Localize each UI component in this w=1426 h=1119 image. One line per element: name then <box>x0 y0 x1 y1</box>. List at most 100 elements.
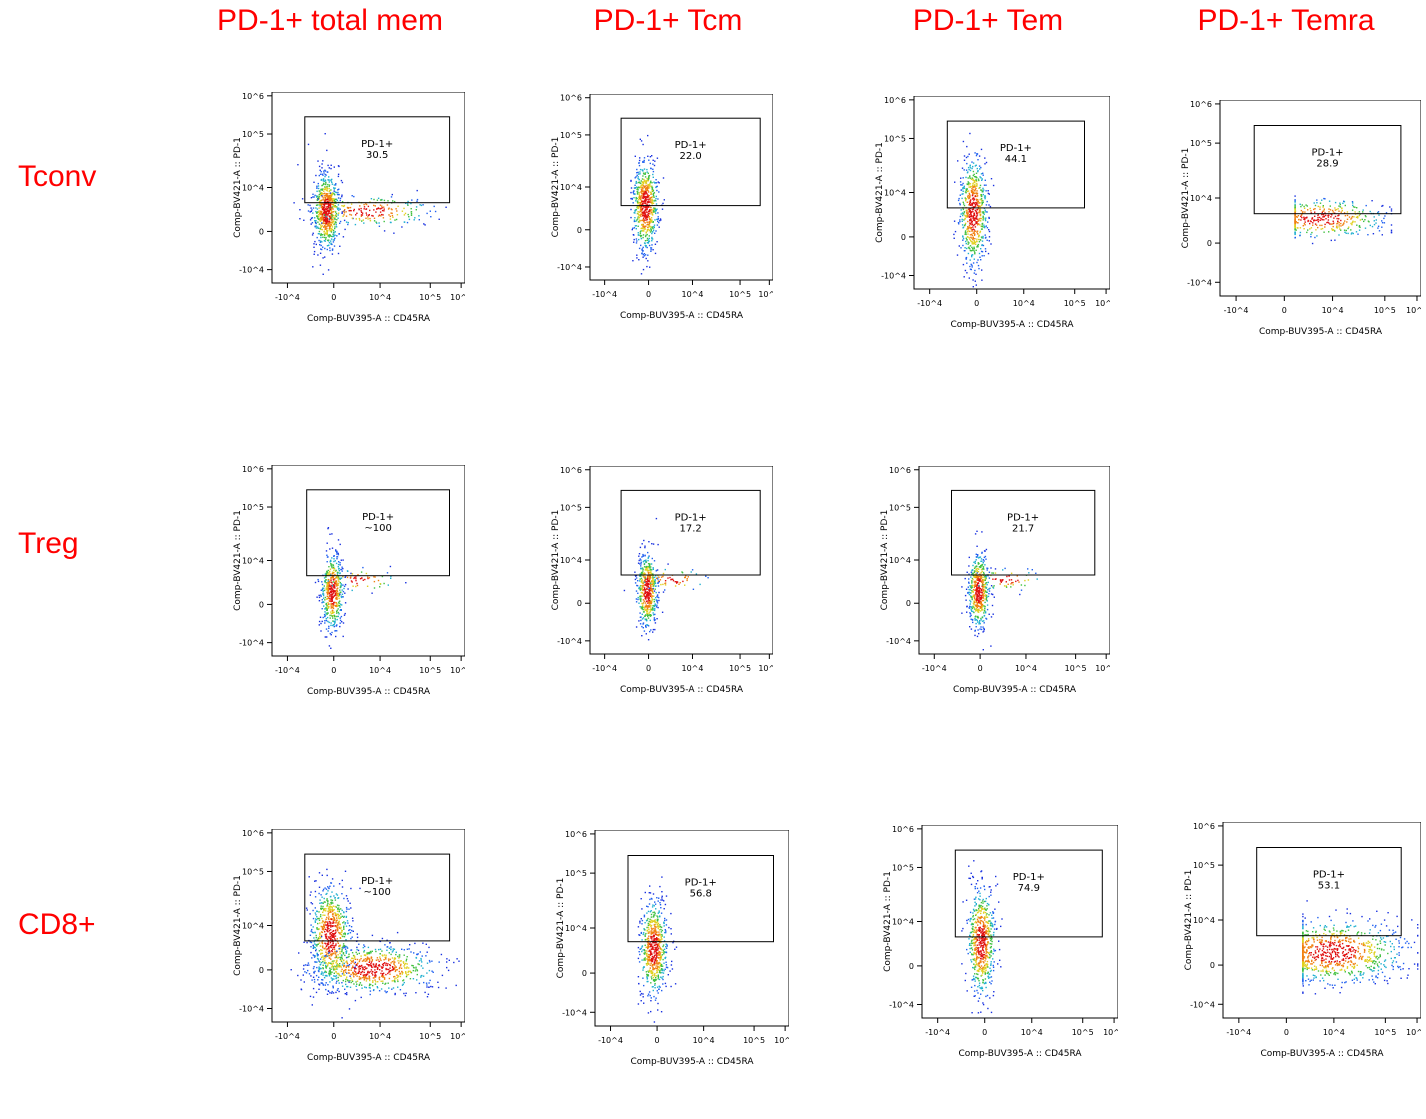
data-point <box>644 212 646 214</box>
data-point <box>330 164 332 166</box>
data-point <box>975 607 978 610</box>
data-point <box>656 606 658 608</box>
data-point <box>648 200 650 202</box>
data-point <box>973 250 976 252</box>
data-point <box>335 224 337 226</box>
data-point <box>981 178 983 180</box>
data-point <box>965 198 968 200</box>
data-point <box>322 206 324 208</box>
data-point <box>971 203 974 206</box>
data-point <box>981 616 984 618</box>
data-point <box>1362 211 1364 213</box>
data-point <box>961 193 963 195</box>
data-point <box>1350 218 1352 220</box>
data-point <box>645 605 648 607</box>
data-point <box>1294 232 1296 234</box>
data-point <box>972 572 974 574</box>
data-point <box>648 612 650 614</box>
data-point <box>1309 220 1312 222</box>
data-point <box>649 564 651 566</box>
data-point <box>974 634 976 637</box>
data-point <box>426 212 428 215</box>
data-point <box>329 600 331 602</box>
data-point <box>975 187 977 190</box>
data-point <box>319 244 321 246</box>
data-point <box>986 569 988 571</box>
data-point <box>337 930 339 932</box>
data-point <box>647 566 650 568</box>
data-point <box>999 583 1001 585</box>
data-point <box>331 198 334 200</box>
data-point <box>980 617 982 620</box>
data-point <box>651 596 653 598</box>
data-point <box>648 223 650 226</box>
data-point <box>333 919 335 922</box>
data-point <box>647 580 649 582</box>
data-point <box>310 946 312 948</box>
data-point <box>324 173 326 176</box>
data-point <box>977 571 980 573</box>
data-point <box>340 960 343 963</box>
data-point <box>362 219 364 221</box>
data-point <box>982 215 984 217</box>
data-point <box>319 190 321 192</box>
data-point <box>1317 226 1319 229</box>
data-point <box>313 250 316 253</box>
data-point <box>977 199 979 201</box>
data-point <box>1364 219 1366 221</box>
data-point <box>320 226 322 229</box>
data-point <box>333 202 335 205</box>
data-point <box>645 609 648 611</box>
data-point <box>333 566 335 568</box>
data-point <box>326 187 329 189</box>
data-point <box>327 943 329 946</box>
data-point <box>321 608 323 610</box>
y-axis-label: Comp-BV421-A :: PD-1 <box>1181 148 1191 249</box>
data-point <box>319 205 321 207</box>
data-point <box>982 567 984 569</box>
data-point <box>1295 221 1297 223</box>
data-point <box>967 591 969 594</box>
data-point <box>647 602 650 604</box>
data-point <box>327 947 330 949</box>
data-point <box>965 258 967 260</box>
y-tick-label: 10^4 <box>242 557 264 566</box>
data-point <box>320 905 322 907</box>
data-point <box>1294 199 1296 201</box>
data-point <box>684 576 686 579</box>
data-point <box>320 914 322 916</box>
data-point <box>973 206 976 208</box>
data-point <box>1338 218 1340 220</box>
data-point <box>646 211 648 213</box>
data-point <box>639 546 642 549</box>
data-point <box>641 613 643 615</box>
data-point <box>969 589 971 591</box>
data-point <box>319 217 322 219</box>
data-point <box>323 195 325 197</box>
data-point <box>980 166 982 169</box>
data-point <box>645 591 647 594</box>
data-point <box>664 580 667 582</box>
data-point <box>327 229 329 232</box>
data-point <box>652 614 655 616</box>
data-point <box>650 247 652 249</box>
data-point <box>642 570 644 572</box>
data-point <box>639 588 641 590</box>
data-point <box>962 214 964 217</box>
data-point <box>333 585 335 587</box>
data-point <box>652 231 654 233</box>
data-point <box>657 198 659 200</box>
data-point <box>974 269 976 272</box>
data-point <box>985 597 988 599</box>
data-point <box>1358 211 1361 213</box>
data-point <box>373 220 376 222</box>
data-point <box>644 576 646 578</box>
data-point <box>978 601 980 603</box>
data-point <box>648 574 651 577</box>
data-point <box>643 230 645 232</box>
data-point <box>408 218 411 221</box>
data-point <box>334 956 336 959</box>
data-point <box>335 635 337 638</box>
data-point <box>652 227 654 230</box>
data-point <box>407 200 409 203</box>
